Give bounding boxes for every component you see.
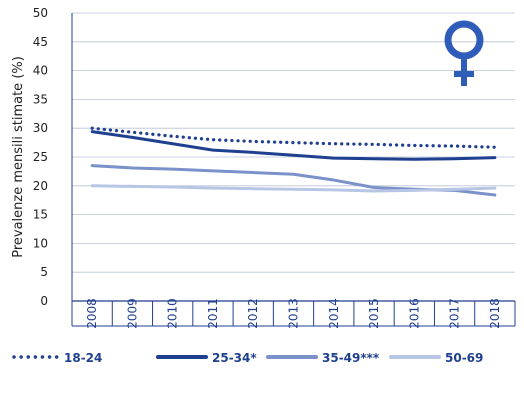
x-tick-label: 2012 bbox=[246, 298, 260, 329]
series-lines bbox=[90, 126, 497, 197]
y-tick-label: 30 bbox=[33, 121, 48, 135]
legend-label: 50-69 bbox=[445, 351, 483, 365]
y-tick-label: 5 bbox=[40, 265, 48, 279]
y-tick-label: 20 bbox=[33, 179, 48, 193]
y-tick-label: 0 bbox=[40, 294, 48, 308]
y-tick-label: 35 bbox=[33, 92, 48, 106]
y-axis-title: Prevalenze mensili stimate (%) bbox=[11, 56, 26, 258]
y-tick-label: 45 bbox=[33, 35, 48, 49]
x-tick-label: 2017 bbox=[448, 298, 462, 329]
y-tick-label: 25 bbox=[33, 150, 48, 164]
y-tick-label: 10 bbox=[33, 236, 48, 250]
y-tick-label: 40 bbox=[33, 64, 48, 78]
legend-label: 35-49*** bbox=[322, 351, 380, 365]
x-tick-label: 2008 bbox=[85, 298, 99, 329]
x-tick-label: 2009 bbox=[125, 298, 139, 329]
series-line-25-34 bbox=[90, 130, 497, 161]
series-line-50-69 bbox=[90, 184, 497, 193]
x-tick-label: 2013 bbox=[287, 298, 301, 329]
x-tick-label: 2016 bbox=[407, 298, 421, 329]
x-tick-label: 2018 bbox=[488, 298, 502, 329]
legend-label: 25-34* bbox=[212, 351, 257, 365]
x-tick-label: 2014 bbox=[327, 298, 341, 329]
female-symbol-icon bbox=[444, 20, 484, 86]
x-tick-label: 2010 bbox=[166, 298, 180, 329]
tick-labels: 0 5 10 15 20 25 30 35 40 45 50 2008 2009 2010 2011 2012… bbox=[33, 6, 502, 329]
legend-label: 18-24 bbox=[64, 351, 102, 365]
legend: 18-24 25-34* 35-49*** 50-69 bbox=[12, 351, 483, 365]
axes bbox=[71, 13, 516, 327]
female-symbol-ring bbox=[444, 20, 484, 60]
y-tick-label: 50 bbox=[33, 6, 48, 20]
x-tick-label: 2011 bbox=[206, 298, 220, 329]
x-tick-label: 2015 bbox=[367, 298, 381, 329]
series-line-18-24 bbox=[90, 126, 497, 149]
y-tick-label: 15 bbox=[33, 208, 48, 222]
